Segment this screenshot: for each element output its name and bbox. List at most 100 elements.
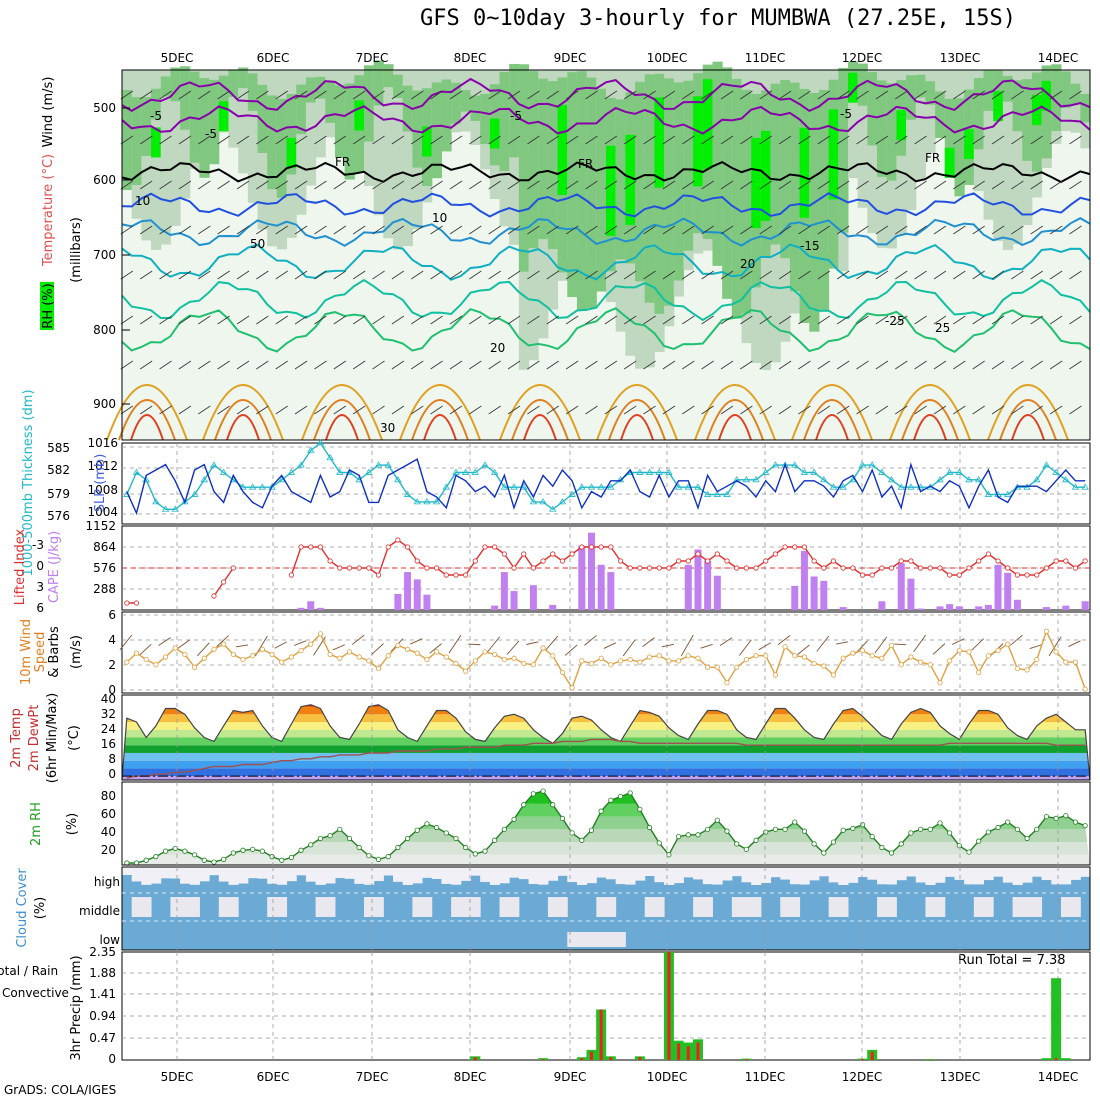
wind-barb [411, 270, 424, 280]
cloud-high-gap [518, 867, 530, 880]
wind-barb [430, 135, 443, 145]
surface-temperature-contour [706, 399, 764, 441]
wind-barb [1069, 180, 1082, 190]
rh-series-point [472, 851, 478, 857]
cloud-mid-gap [422, 897, 433, 917]
cloud-axis-unit: (%) [33, 897, 48, 920]
wind-barb [875, 180, 889, 190]
lifted-index-series-point [540, 558, 546, 564]
thickness-series-point [878, 468, 886, 475]
rh-shade-column [180, 66, 191, 130]
wind-barb [643, 135, 656, 145]
rh-shade-column [1070, 83, 1081, 105]
rh-shade-column [673, 82, 684, 281]
rh-shade-column [547, 81, 559, 250]
wind-barb [798, 225, 811, 235]
wind-barb [604, 405, 618, 415]
wind-barb [740, 270, 753, 280]
rh-series-point [917, 826, 924, 832]
wind-barb [817, 135, 831, 145]
cloud-mid-gap [644, 897, 655, 917]
wind-barb [488, 180, 501, 190]
rh-shade-column [780, 80, 791, 259]
wind-barb [798, 180, 811, 190]
surface-temperature-contour [596, 384, 678, 441]
cape-bar [404, 572, 412, 610]
surface-temperature-contour [399, 384, 481, 441]
lifted-index-series-point [1072, 565, 1079, 571]
slp-series [126, 458, 1086, 516]
wind-barb [411, 360, 424, 370]
wind-barb [411, 180, 424, 190]
wind-barb [662, 225, 676, 235]
wind-barb [507, 135, 521, 145]
rh-shade-column [151, 88, 162, 120]
wind-speed-series-point [734, 664, 740, 670]
wind-barb [139, 315, 153, 325]
lifted-index-series-point [482, 544, 488, 550]
wind-barb [585, 360, 598, 370]
thickness-tick-label: 582 [47, 463, 70, 477]
wind-speed-series-point [337, 655, 343, 661]
cloud-high-gap [547, 867, 559, 881]
wind-barb [856, 135, 869, 145]
thickness-series-point [549, 505, 557, 512]
cape-bar [820, 580, 828, 610]
rh-series-point [608, 797, 614, 803]
panel-frame [121, 694, 1091, 781]
wind-speed-series-point [685, 653, 691, 659]
thickness-series-point [490, 468, 499, 475]
cloud-high-gap [1080, 867, 1091, 877]
wind-barb [933, 405, 947, 415]
wind-speed-series-point [947, 658, 953, 664]
rh-series-point [850, 825, 856, 832]
cloud-high-gap [131, 867, 142, 882]
rh-series-point [1034, 826, 1040, 832]
cloud-high-gap [325, 867, 336, 884]
rh-series-point [375, 856, 382, 862]
date-label-bottom: 13DEC [940, 1070, 980, 1084]
wind-barb [546, 315, 559, 325]
lifted-index-series-point [1043, 565, 1050, 571]
rh-series-point [1005, 819, 1011, 825]
wind-barb [933, 360, 947, 370]
wind-barb [816, 635, 830, 652]
wind-speed-series-point [995, 647, 1001, 654]
rh-series-point [743, 846, 749, 852]
lifted-index-series-point [646, 565, 653, 571]
wind-speed-series-point [298, 647, 304, 654]
wind-speed-series-point [559, 669, 566, 676]
surface-temperature-contour [423, 414, 457, 441]
wind-barb [836, 90, 850, 100]
rh-tick-label: 40 [101, 825, 116, 839]
cape-bar [1013, 599, 1021, 610]
wind-barb [622, 639, 636, 657]
cloud-mid-gap [983, 897, 994, 917]
wind-barb [662, 315, 676, 325]
cloud-mid-gap [838, 897, 849, 917]
wind-barb [352, 180, 366, 190]
wind-barb [682, 135, 695, 145]
wind-barb [196, 642, 210, 657]
rh-series-point [1082, 823, 1088, 829]
rh-shade-column [615, 99, 626, 260]
rh-shade-column [877, 80, 888, 177]
wind-barb [759, 405, 772, 415]
wind-barb [604, 225, 618, 235]
cloud-high-gap [635, 867, 646, 881]
wind-barb [198, 405, 211, 415]
rh-series-point [966, 849, 972, 855]
rh-shade-column [1041, 80, 1052, 111]
wind-barb [507, 90, 521, 100]
rh-band [122, 829, 1090, 843]
wind-barb [836, 405, 850, 415]
rh-band [122, 791, 1090, 804]
wind-barb [836, 180, 850, 190]
wind-barb [700, 643, 713, 649]
wind-barb [739, 639, 752, 656]
rh-series-point [443, 830, 449, 836]
rh2m-axis-unit: (%) [65, 813, 80, 836]
rh-series-point [482, 848, 488, 854]
precip-total-bar [1060, 1058, 1071, 1060]
wind-barb [275, 135, 288, 145]
